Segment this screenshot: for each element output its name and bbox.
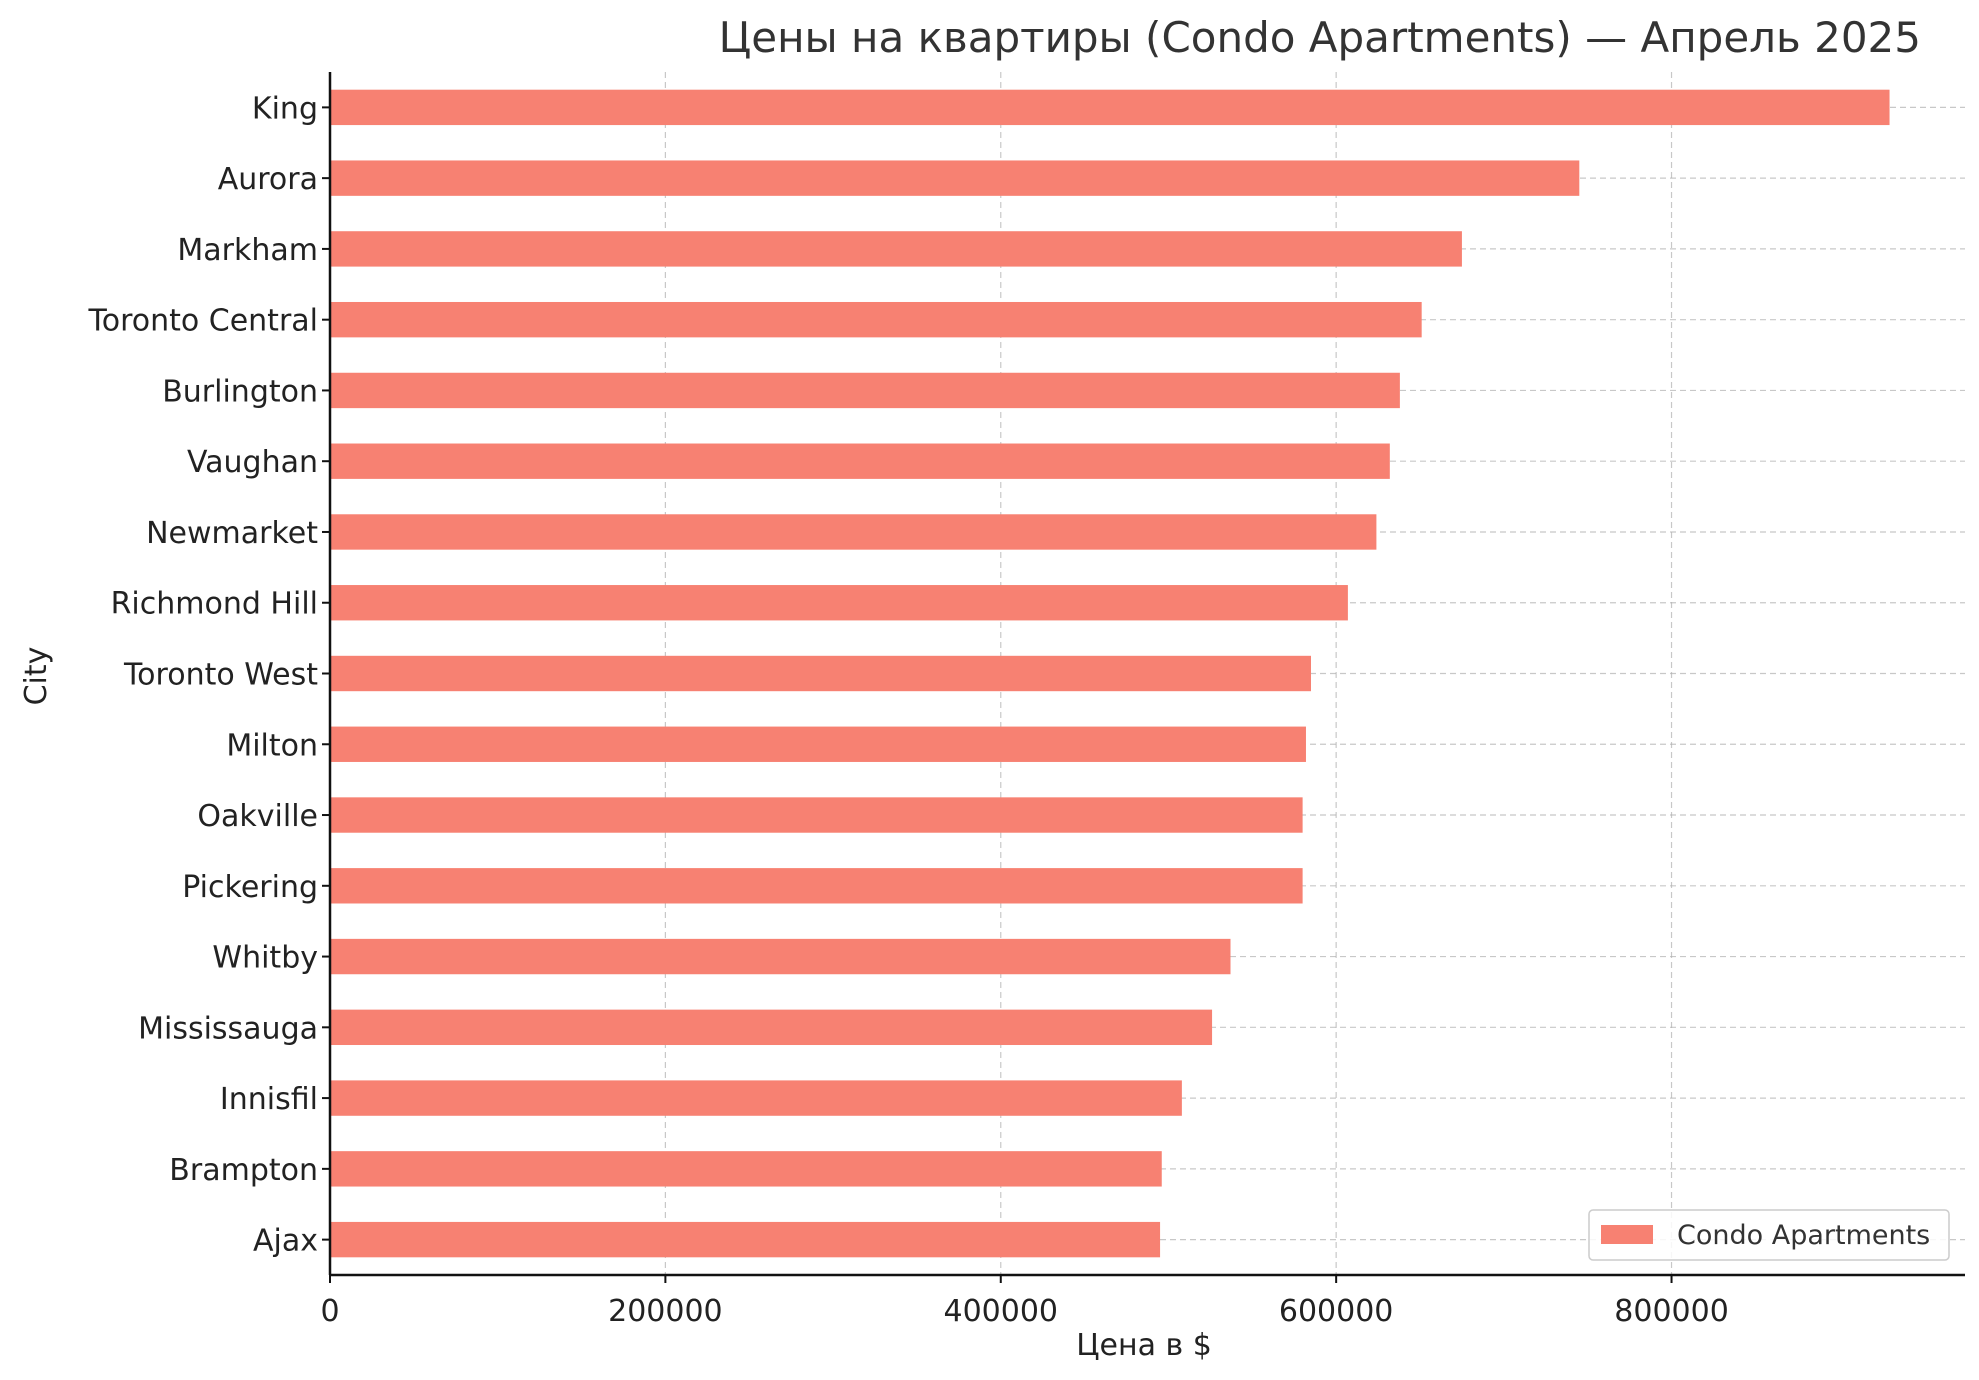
bar-whitby <box>330 938 1231 975</box>
x-tick-label: 200000 <box>608 1294 723 1329</box>
y-tick-label: Innisfil <box>220 1082 318 1117</box>
legend-swatch <box>1601 1225 1653 1244</box>
y-axis-title: City <box>19 647 54 706</box>
bar-king <box>330 89 1890 126</box>
bar-newmarket <box>330 514 1377 550</box>
bar-mississauga <box>330 1009 1213 1046</box>
y-tick-label: Pickering <box>182 870 318 905</box>
x-tick-label: 400000 <box>944 1294 1059 1329</box>
bar-pickering <box>330 868 1303 904</box>
y-tick-label: Oakville <box>197 799 318 834</box>
y-tick-label: Toronto West <box>123 658 318 693</box>
bar-vaughan <box>330 443 1390 479</box>
x-tick-label: 0 <box>320 1294 339 1329</box>
y-tick-label: Toronto Central <box>87 304 318 339</box>
y-tick-label: Burlington <box>162 374 318 409</box>
bar-toronto-west <box>330 655 1311 692</box>
y-tick-label: Whitby <box>212 941 318 976</box>
legend-label: Condo Apartments <box>1677 1220 1930 1251</box>
ticks: King Aurora Markham Toronto Central Burlingt… <box>87 91 1728 1329</box>
y-tick-label: Ajax <box>253 1224 318 1259</box>
bar-burlington <box>330 372 1400 409</box>
y-tick-label: Vaughan <box>187 445 318 480</box>
y-tick-label: Milton <box>226 728 318 763</box>
x-tick-label: 800000 <box>1614 1294 1729 1329</box>
legend: Condo Apartments <box>1588 1209 1950 1261</box>
chart-title: Цены на квартиры (Condo Apartments) — Ап… <box>719 13 1921 62</box>
x-tick-label: 600000 <box>1279 1294 1394 1329</box>
bar-richmond-hill <box>330 585 1348 621</box>
bar-oakville <box>330 797 1303 833</box>
y-tick-label: Mississauga <box>138 1011 318 1046</box>
bar-milton <box>330 726 1306 762</box>
y-tick-label: King <box>252 91 318 126</box>
y-tick-label: Brampton <box>169 1153 318 1188</box>
bar-ajax <box>330 1221 1161 1258</box>
y-tick-label: Markham <box>177 233 318 268</box>
y-tick-label: Aurora <box>218 162 318 197</box>
bar-toronto-central <box>330 301 1422 338</box>
y-tick-label: Newmarket <box>146 516 318 551</box>
bars <box>330 89 1890 1258</box>
bar-brampton <box>330 1151 1162 1187</box>
bar-markham <box>330 231 1462 267</box>
bar-innisfil <box>330 1080 1182 1116</box>
x-axis-title: Цена в $ <box>1076 1328 1212 1363</box>
legend-frame <box>1588 1209 1950 1261</box>
y-tick-label: Richmond Hill <box>111 587 318 622</box>
bar-aurora <box>330 160 1580 196</box>
